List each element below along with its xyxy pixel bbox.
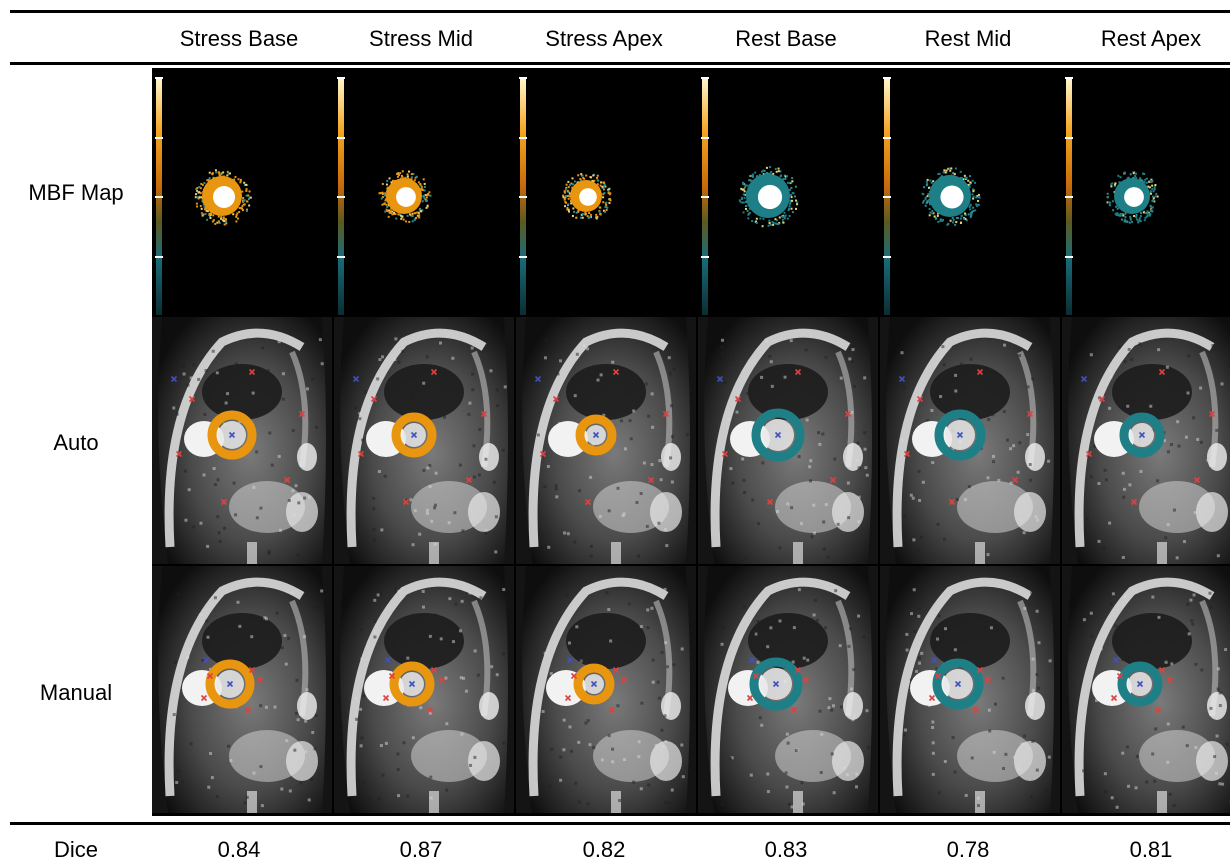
col-header-rest-apex: Rest Apex [1100, 26, 1202, 51]
image-manual-stress-mid [334, 566, 514, 813]
table-bottom-rule [10, 822, 1230, 825]
image-manual-rest-apex [1062, 566, 1230, 813]
dice-value-rest-base: 0.83 [764, 837, 808, 862]
table-top-rule [10, 10, 1230, 13]
image-grid [152, 68, 1230, 816]
row-label-auto: Auto [53, 430, 99, 455]
image-mbf-map-rest-apex [1062, 68, 1230, 315]
dice-value-rest-apex: 0.81 [1129, 837, 1173, 862]
image-mbf-map-rest-mid [880, 68, 1060, 315]
image-auto-rest-mid [880, 317, 1060, 564]
col-header-stress-base: Stress Base [179, 26, 299, 51]
segmentation-ring [389, 661, 435, 707]
table-header-rule [10, 62, 1230, 65]
segmentation-ring [575, 414, 617, 456]
dice-value-stress-apex: 0.82 [582, 837, 626, 862]
image-manual-stress-base [152, 566, 332, 813]
image-manual-rest-mid [880, 566, 1060, 813]
col-header-rest-mid: Rest Mid [924, 26, 1012, 51]
segmentation-ring [934, 409, 986, 461]
row-label-manual: Manual [39, 680, 113, 705]
segmentation-ring [1117, 661, 1163, 707]
col-header-rest-base: Rest Base [735, 26, 837, 51]
segmentation-ring [391, 412, 437, 458]
image-auto-rest-base [698, 317, 878, 564]
image-mbf-map-stress-mid [334, 68, 514, 315]
segmentation-ring [205, 659, 255, 709]
image-auto-stress-apex [516, 317, 696, 564]
segmentation-ring [749, 657, 803, 711]
image-auto-rest-apex [1062, 317, 1230, 564]
col-header-stress-apex: Stress Apex [545, 26, 663, 51]
col-header-stress-mid: Stress Mid [369, 26, 473, 51]
image-mbf-map-stress-base [152, 68, 332, 315]
image-auto-stress-mid [334, 317, 514, 564]
segmentation-ring [751, 408, 805, 462]
segmentation-ring [573, 663, 615, 705]
image-auto-stress-base [152, 317, 332, 564]
image-manual-rest-base [698, 566, 878, 813]
dice-value-stress-base: 0.84 [217, 837, 261, 862]
image-mbf-map-stress-apex [516, 68, 696, 315]
image-mbf-map-rest-base [698, 68, 878, 315]
dice-label: Dice [53, 837, 98, 862]
segmentation-ring [207, 410, 257, 460]
image-manual-stress-apex [516, 566, 696, 813]
dice-value-rest-mid: 0.78 [946, 837, 990, 862]
segmentation-ring [932, 658, 984, 710]
segmentation-ring [1119, 412, 1165, 458]
row-label-mbf-map: MBF Map [28, 180, 124, 205]
dice-value-stress-mid: 0.87 [399, 837, 443, 862]
